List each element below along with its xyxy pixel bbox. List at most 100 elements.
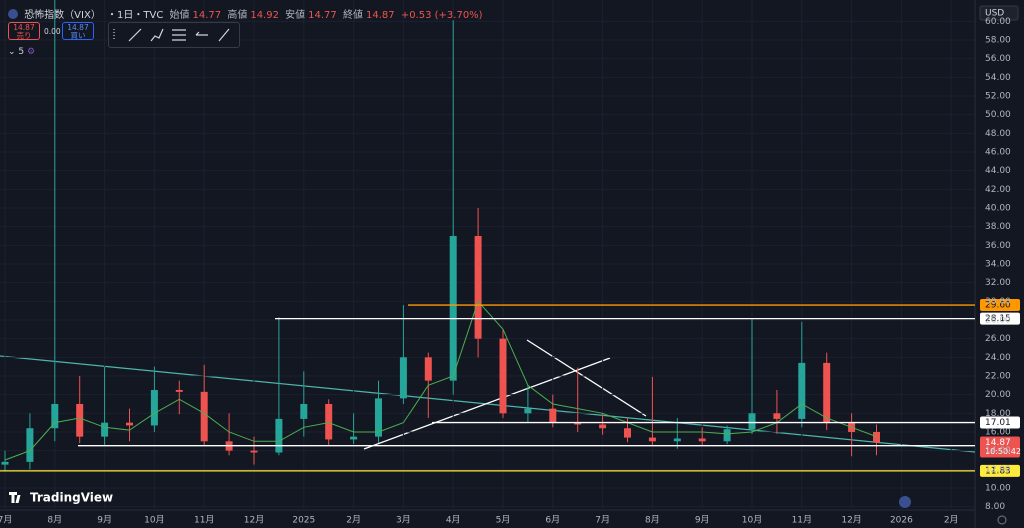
candle-body — [499, 338, 507, 414]
symbol[interactable]: 恐怖指数（VIX） — [24, 10, 101, 21]
open-label: 始値 — [169, 10, 190, 21]
candle-body — [474, 236, 482, 339]
candle-body — [399, 357, 407, 399]
high: 14.92 — [250, 10, 279, 21]
candle-body — [51, 403, 59, 429]
x-tick-label: 3月 — [396, 515, 411, 526]
trend-line — [526, 339, 647, 417]
candle-body — [101, 422, 109, 437]
price-level-tag — [980, 299, 1020, 312]
candle-body — [574, 422, 582, 425]
indicator-count: 5 — [18, 47, 25, 57]
settings-icon[interactable] — [997, 515, 1007, 525]
price-level-label: 17.01 — [985, 418, 1011, 428]
candle-body — [325, 403, 333, 440]
x-tick-label: 12月 — [841, 515, 861, 526]
candle-body — [200, 391, 208, 442]
sell-button[interactable]: 14.87 売り — [8, 22, 40, 40]
candle-body — [873, 431, 880, 443]
sell-price: 14.87 — [13, 23, 35, 32]
flag — [8, 9, 18, 19]
buy-button[interactable]: 14.87 買い — [62, 22, 94, 40]
x-tick-label: 11月 — [792, 515, 812, 526]
close: 14.87 — [365, 10, 395, 21]
y-tick-label: 26.00 — [985, 334, 1011, 344]
y-tick-label: 22.00 — [985, 371, 1011, 381]
trend-tool[interactable] — [128, 28, 142, 42]
y-tick-label: 48.00 — [985, 129, 1011, 139]
candle-body — [250, 450, 258, 453]
x-tick-label: 9月 — [97, 515, 112, 526]
x-tick-label: 10月 — [144, 515, 164, 526]
y-tick-label: 18.00 — [985, 409, 1011, 419]
candle-body — [175, 389, 183, 392]
candle-body — [798, 362, 806, 419]
candle-body — [375, 398, 382, 437]
drawing-toolbar — [108, 22, 240, 48]
price-level-label: 29.60 — [985, 301, 1011, 311]
y-tick-label: 20.00 — [985, 390, 1011, 400]
price-level-tag — [980, 312, 1020, 325]
countdown: 10:50:42 — [985, 447, 1021, 456]
low: 14.77 — [308, 10, 337, 21]
y-tick-label: 34.00 — [985, 260, 1011, 270]
toolbar-icons — [113, 28, 230, 42]
x-tick-label: 7月 — [595, 515, 610, 526]
price-level-label: 28.15 — [985, 314, 1011, 324]
buy-price: 14.87 — [67, 23, 89, 32]
currency-box[interactable] — [979, 5, 1019, 21]
y-tick-label: 40.00 — [985, 204, 1011, 214]
y-tick-label: 14.00 — [985, 446, 1011, 456]
candle-body — [76, 403, 84, 437]
logo: TradingView — [9, 491, 113, 505]
currency[interactable]: USD — [985, 9, 1004, 19]
y-tick-label: 24.00 — [985, 353, 1011, 363]
x-tick-label: 8月 — [47, 515, 62, 526]
x-tick-label: 11月 — [194, 515, 214, 526]
x-tick-label: 8月 — [645, 515, 660, 526]
candle-body — [599, 424, 607, 429]
candle-body — [748, 413, 756, 430]
sell-label: 売り — [16, 31, 32, 40]
interval[interactable]: ・1日・TVC — [107, 10, 164, 21]
y-tick-label: 10.00 — [985, 483, 1011, 493]
candle-body — [723, 429, 731, 442]
y-tick-label: 44.00 — [985, 166, 1011, 176]
y-tick-label: 16.00 — [985, 427, 1011, 437]
price-level-tag — [980, 464, 1020, 477]
x-tick-label: 10月 — [742, 515, 762, 526]
candle-body — [275, 418, 283, 453]
y-tick-label: 46.00 — [985, 148, 1011, 158]
x-tick-label: 2026 — [890, 516, 913, 526]
trend-line — [363, 357, 611, 450]
candle-body — [648, 437, 656, 442]
x-tick-label: 4月 — [446, 515, 461, 526]
brush-tool[interactable] — [218, 28, 230, 42]
y-tick-label: 32.00 — [985, 278, 1011, 288]
y-tick-label: 8.00 — [985, 502, 1005, 512]
moving-average — [4, 300, 877, 461]
candle-body — [26, 428, 34, 462]
y-tick-label: 38.00 — [985, 222, 1011, 232]
candle-body — [449, 236, 457, 381]
y-tick-label: 60.00 — [985, 17, 1011, 27]
flag-icon — [899, 496, 911, 508]
ray-tool[interactable] — [195, 31, 208, 36]
candle-body — [773, 413, 781, 419]
y-tick-label: 50.00 — [985, 110, 1011, 120]
indicator-toggle[interactable]: ⌄ 5 ⚙ — [8, 47, 36, 57]
path-tool[interactable] — [150, 28, 164, 42]
channel-tool[interactable] — [172, 29, 186, 41]
candle-body — [424, 357, 432, 381]
x-tick-label: 2025 — [292, 516, 315, 526]
y-tick-label: 36.00 — [985, 241, 1011, 251]
y-tick-label: 30.00 — [985, 297, 1011, 307]
candle-body — [823, 362, 831, 423]
candle-body — [624, 428, 631, 438]
close-label: 終値 — [342, 10, 363, 21]
y-tick-label: 52.00 — [985, 92, 1011, 102]
candle-body — [698, 438, 706, 442]
